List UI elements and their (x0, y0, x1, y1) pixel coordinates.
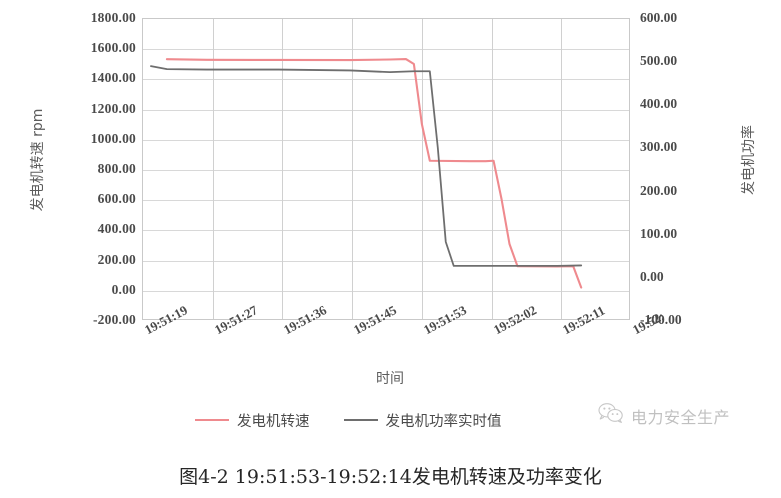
legend-label-power: 发电机功率实时值 (385, 413, 502, 430)
gridline-horizontal (143, 79, 629, 81)
series-line-speed (165, 58, 583, 289)
right-axis-ticks: 600.00 500.00 400.00 300.00 200.00 100.0… (640, 0, 750, 450)
right-tick: 600.00 (640, 10, 678, 25)
left-tick: 1000.00 (90, 130, 136, 146)
gridline-vertical (491, 19, 493, 319)
gridline-vertical (212, 19, 214, 319)
left-tick: 400.00 (97, 221, 136, 237)
left-tick: -200.00 (92, 312, 136, 327)
right-tick: 400.00 (640, 96, 678, 112)
plot-area (142, 18, 630, 320)
gridline-horizontal (143, 290, 629, 292)
legend-label-speed: 发电机转速 (237, 413, 310, 430)
left-tick: 1200.00 (90, 100, 136, 116)
left-tick: 800.00 (97, 161, 136, 176)
gridline-vertical (421, 19, 423, 319)
series-line-power (150, 65, 583, 267)
legend-item-power: 发电机功率实时值 (343, 410, 502, 431)
legend-swatch-speed (195, 419, 229, 421)
gridline-horizontal (143, 200, 629, 202)
left-tick: 200.00 (97, 251, 136, 267)
legend-item-speed: 发电机转速 (195, 410, 310, 431)
watermark: 电力安全生产 (598, 402, 730, 429)
right-tick: 500.00 (640, 53, 678, 69)
gridline-horizontal (143, 139, 629, 141)
left-tick: 0.00 (111, 281, 136, 297)
chart-canvas: 1800.00 1600.00 1400.00 1200.00 1000.00 … (30, 0, 757, 450)
chart-legend: 发电机转速 发电机功率实时值 (195, 408, 502, 432)
x-axis-title: 时间 (376, 371, 404, 387)
gridline-vertical (282, 19, 284, 319)
left-axis-ticks: 1800.00 1600.00 1400.00 1200.00 1000.00 … (30, 0, 136, 450)
right-axis-title: 发电机功率 (741, 125, 757, 195)
right-tick: 100.00 (640, 225, 678, 241)
legend-swatch-power (343, 419, 378, 421)
gridline-horizontal (143, 170, 629, 171)
gridline-vertical (561, 19, 563, 319)
gridline-horizontal (143, 49, 629, 51)
right-tick: -100.00 (640, 312, 682, 327)
wechat-icon (598, 402, 624, 429)
left-axis-title: 发电机转速 rpm (30, 108, 46, 212)
right-tick: 300.00 (640, 139, 678, 155)
left-tick: 600.00 (97, 191, 136, 207)
series-layer (150, 58, 583, 289)
left-tick: 1600.00 (90, 40, 136, 56)
left-tick: 1800.00 (90, 10, 136, 25)
gridline-vertical (352, 19, 354, 319)
gridline-horizontal (143, 109, 629, 111)
right-tick: 200.00 (640, 182, 678, 198)
figure-caption: 图4-2 19:51:53-19:52:14发电机转速及功率变化 (179, 466, 602, 488)
right-tick: 0.00 (640, 268, 664, 284)
gridline-horizontal (143, 260, 629, 262)
left-tick: 1400.00 (90, 70, 136, 86)
watermark-text: 电力安全生产 (631, 407, 731, 427)
gridline-horizontal (143, 230, 629, 232)
